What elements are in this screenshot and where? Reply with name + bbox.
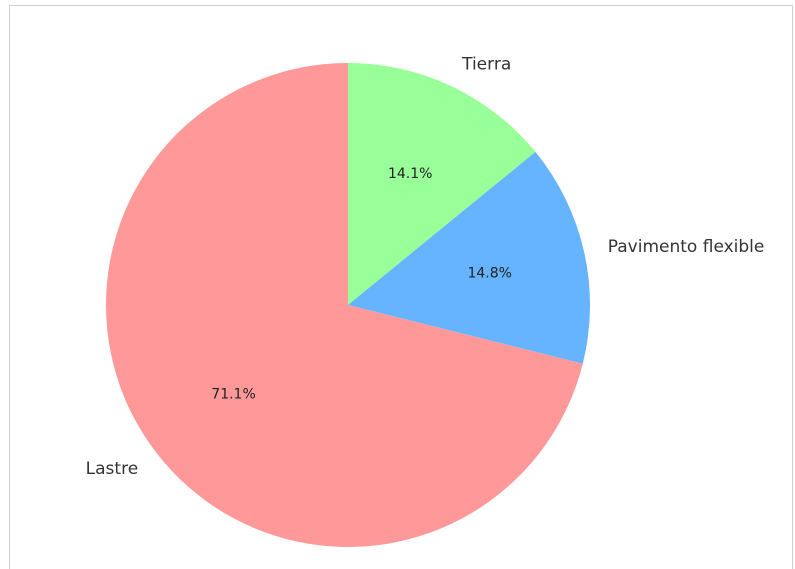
slice-label-tierra: Tierra [461, 54, 511, 74]
pie-slice-lastre [105, 63, 583, 547]
pct-label-lastre: 71.1% [211, 386, 255, 402]
pct-label-pavimento-flexible: 14.8% [467, 265, 511, 281]
chart-frame [9, 5, 793, 569]
pct-label-tierra: 14.1% [388, 166, 432, 182]
pie-slice-tierra [348, 63, 536, 305]
slice-label-lastre: Lastre [86, 459, 139, 479]
slice-label-pavimento-flexible: Pavimento flexible [608, 237, 765, 257]
pie-slice-pavimento-flexible [348, 151, 590, 364]
